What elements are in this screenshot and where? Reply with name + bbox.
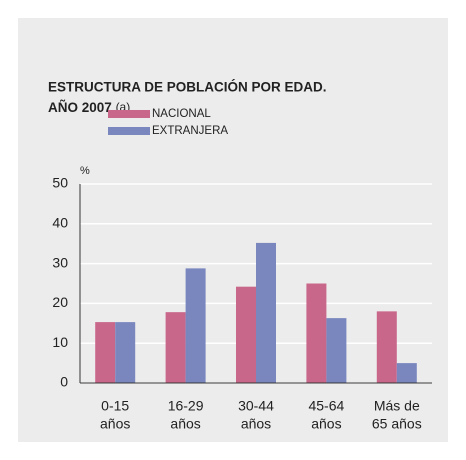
- y-axis-label: %: [80, 165, 90, 177]
- x-tick-label: años: [311, 416, 341, 432]
- y-tick-label: 0: [60, 374, 68, 390]
- bar: [115, 322, 136, 383]
- chart-title: AÑO 2007: [48, 100, 112, 115]
- bar: [95, 322, 116, 383]
- legend-label: EXTRANJERA: [152, 125, 228, 137]
- bar: [306, 283, 327, 383]
- x-tick-label: 65 años: [372, 416, 422, 432]
- y-tick-label: 40: [52, 215, 68, 231]
- x-tick-label: 16-29: [168, 398, 204, 414]
- chart-background: [18, 18, 448, 442]
- x-tick-label: años: [241, 416, 271, 432]
- chart-title: ESTRUCTURA DE POBLACIÓN POR EDAD.: [48, 80, 327, 95]
- bar: [256, 242, 276, 383]
- bar: [326, 318, 347, 383]
- x-tick-label: 45-64: [308, 398, 344, 414]
- bar: [396, 363, 417, 383]
- x-tick-label: 30-44: [238, 398, 274, 414]
- legend-swatch: [108, 110, 150, 118]
- x-tick-label: Más de: [374, 398, 420, 414]
- y-tick-label: 30: [52, 254, 68, 270]
- bar: [185, 268, 206, 383]
- x-tick-label: años: [100, 416, 130, 432]
- legend-swatch: [108, 127, 150, 135]
- bar: [236, 286, 256, 383]
- bar: [165, 312, 186, 383]
- x-tick-label: 0-15: [101, 398, 129, 414]
- y-tick-label: 10: [52, 334, 68, 350]
- x-tick-label: años: [170, 416, 200, 432]
- bar: [376, 311, 397, 383]
- legend-label: NACIONAL: [152, 108, 211, 120]
- y-tick-label: 50: [52, 175, 68, 191]
- y-tick-label: 20: [52, 294, 68, 310]
